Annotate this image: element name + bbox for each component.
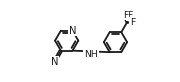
Text: F: F xyxy=(123,11,128,20)
Text: N: N xyxy=(69,26,76,36)
Text: NH: NH xyxy=(84,50,98,59)
Text: N: N xyxy=(51,57,58,67)
Text: F: F xyxy=(130,18,135,27)
Text: F: F xyxy=(127,11,132,20)
